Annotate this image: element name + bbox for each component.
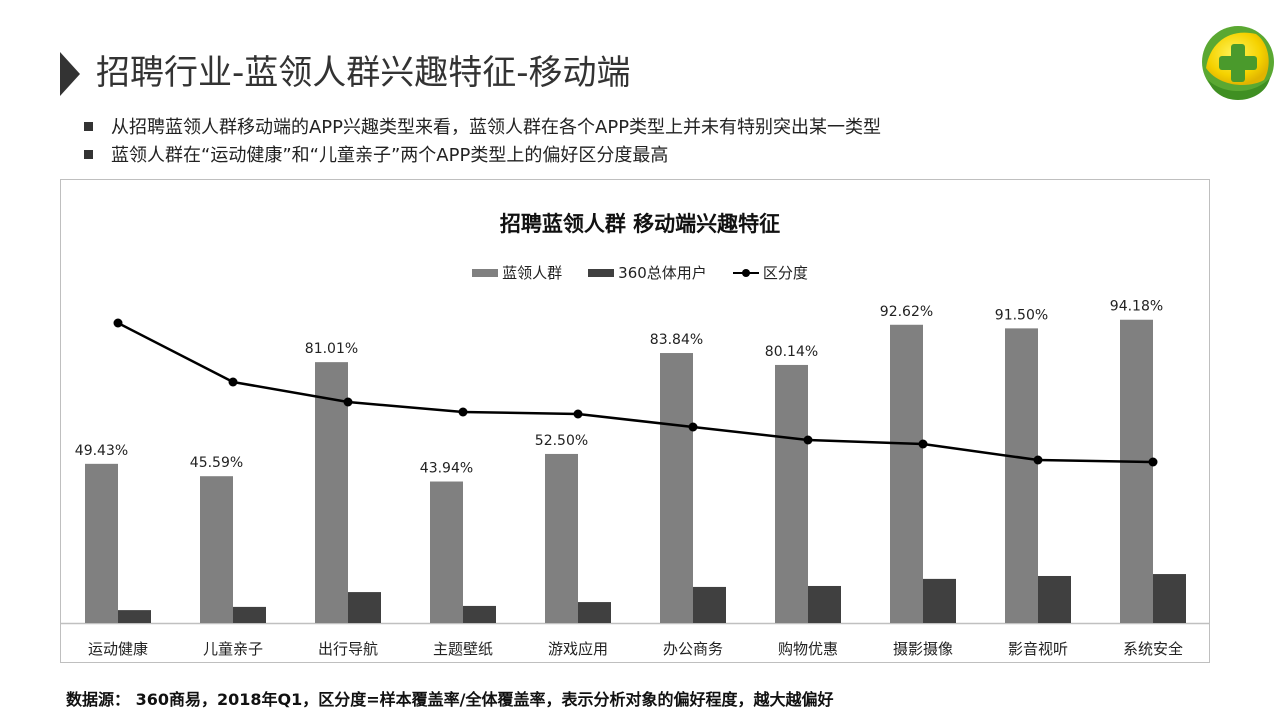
bar-blue-collar: [775, 364, 808, 623]
distinction-marker: [1033, 455, 1043, 465]
bullet-square-icon: [84, 149, 93, 159]
category-label: 摄影摄像: [893, 640, 953, 658]
bar-value-label: 80.14%: [765, 344, 818, 360]
bar-total-users: [348, 592, 381, 623]
bar-value-label: 49.43%: [75, 443, 128, 459]
bar-value-label: 45.59%: [190, 455, 243, 471]
legend-label: 区分度: [762, 264, 808, 282]
summary-bullets: 从招聘蓝领人群移动端的APP兴趣类型来看，蓝领人群在各个APP类型上并未有特别突…: [84, 112, 881, 168]
bullet-square-icon: [84, 121, 93, 131]
bar-blue-collar: [1120, 319, 1153, 623]
legend-label: 360总体用户: [618, 264, 707, 282]
bar-value-label: 83.84%: [650, 332, 703, 348]
bar-blue-collar: [85, 463, 118, 623]
distinction-marker: [228, 377, 238, 387]
legend-item-blue-collar: 蓝领人群: [472, 262, 562, 283]
distinction-marker: [688, 422, 698, 432]
legend-line-marker-icon: [732, 267, 759, 279]
legend-swatch-icon: [472, 268, 499, 277]
bar-total-users: [693, 586, 726, 623]
bar-value-label: 52.50%: [535, 433, 588, 449]
category-label: 运动健康: [88, 640, 148, 658]
bullet-text: 蓝领人群在“运动健康”和“儿童亲子”两个APP类型上的偏好区分度最高: [111, 145, 669, 166]
bar-blue-collar: [315, 362, 348, 623]
category-label: 儿童亲子: [203, 640, 263, 658]
category-label: 购物优惠: [778, 640, 838, 658]
category-label: 主题壁纸: [433, 640, 493, 658]
distinction-marker: [573, 409, 583, 419]
distinction-marker: [918, 439, 928, 449]
chart-legend: 蓝领人群 360总体用户 区分度: [0, 262, 1280, 283]
distinction-line: [117, 321, 1154, 464]
distinction-marker: [1148, 457, 1158, 467]
page-title: 招聘行业-蓝领人群兴趣特征-移动端: [96, 53, 631, 93]
bar-value-label: 91.50%: [995, 307, 1048, 323]
distinction-marker: [113, 318, 123, 328]
bar-blue-collar: [430, 481, 463, 623]
bar-total-users: [1038, 575, 1071, 623]
title-arrow-icon: [60, 52, 80, 96]
bar-value-label: 92.62%: [880, 304, 933, 320]
bar-blue-collar: [545, 453, 578, 623]
bullet-text: 从招聘蓝领人群移动端的APP兴趣类型来看，蓝领人群在各个APP类型上并未有特别突…: [111, 117, 882, 138]
distinction-marker: [803, 435, 813, 445]
legend-label: 蓝领人群: [502, 264, 563, 282]
bar-blue-collar: [1005, 328, 1038, 623]
bar-total-users: [808, 585, 841, 623]
category-label: 系统安全: [1123, 640, 1183, 658]
legend-item-total-users: 360总体用户: [588, 262, 707, 283]
bar-total-users: [233, 606, 266, 623]
bar-total-users: [1153, 574, 1186, 623]
bar-blue-collar: [660, 353, 693, 623]
bar-total-users: [463, 605, 496, 623]
bar-total-users: [923, 578, 956, 623]
bar-total-users: [578, 602, 611, 623]
bullet-item: 从招聘蓝领人群移动端的APP兴趣类型来看，蓝领人群在各个APP类型上并未有特别突…: [84, 112, 881, 140]
category-label: 游戏应用: [548, 640, 608, 658]
bar-blue-collar: [200, 476, 233, 623]
bullet-item: 蓝领人群在“运动健康”和“儿童亲子”两个APP类型上的偏好区分度最高: [84, 140, 881, 168]
distinction-marker: [458, 407, 468, 417]
bar-value-label: 43.94%: [420, 461, 473, 477]
bar-blue-collar: [890, 324, 923, 623]
category-label: 办公商务: [663, 640, 723, 658]
360-safe-logo-icon: [1202, 26, 1274, 100]
bar-value-label: 94.18%: [1110, 299, 1163, 315]
category-label: 影音视听: [1008, 640, 1068, 658]
bar-total-users: [118, 610, 151, 623]
chart-title: 招聘蓝领人群 移动端兴趣特征: [499, 212, 781, 236]
bar-value-label: 81.01%: [305, 341, 358, 357]
category-label: 出行导航: [318, 640, 378, 658]
distinction-marker: [343, 397, 353, 407]
legend-swatch-icon: [588, 268, 615, 277]
data-source-footnote: 数据源： 360商易，2018年Q1，区分度=样本覆盖率/全体覆盖率，表示分析对…: [66, 690, 834, 709]
legend-item-distinction: 区分度: [732, 262, 808, 283]
